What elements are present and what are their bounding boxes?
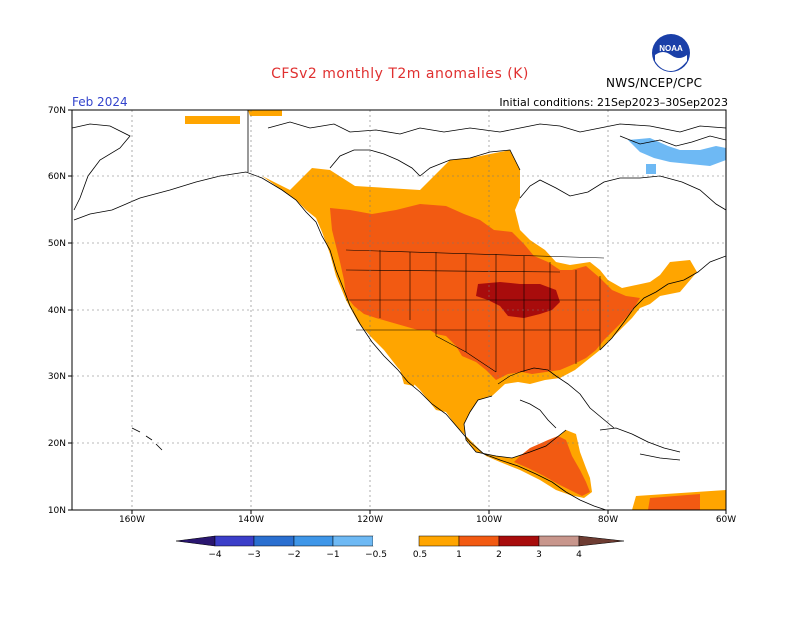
colorbar-tick-m3: −3 — [247, 550, 260, 560]
noaa-logo-text: NOAA — [659, 44, 683, 53]
valid-month-label: Feb 2024 — [72, 95, 128, 109]
colorbar-tick-m2: −2 — [287, 550, 300, 560]
initial-conditions-label: Initial conditions: 21Sep2023–30Sep2023 — [499, 96, 728, 109]
colorbar-swatch-m3-m2 — [253, 535, 295, 547]
colorbar-tick-m1: −1 — [326, 550, 339, 560]
anomaly-region-red-orange — [330, 204, 700, 510]
colorbar-swatch-m4-m3 — [214, 535, 255, 547]
colorbar-swatch-p2-p3 — [498, 535, 540, 547]
colorbar-tick-m4: −4 — [208, 550, 222, 560]
gridlines — [72, 110, 726, 510]
coastlines — [72, 110, 726, 510]
colorbar-swatch-neutral — [373, 536, 419, 546]
colorbar-swatch-p1-p2 — [458, 535, 500, 547]
lat-label-40n: 40N — [48, 306, 66, 316]
colorbar-swatch-p3-p4 — [538, 535, 580, 547]
state-borders — [345, 249, 605, 385]
lon-label-100w: 100W — [476, 515, 502, 525]
lat-label-60n: 60N — [48, 172, 66, 182]
colorbar-tick-m05: −0.5 — [365, 550, 387, 560]
lon-label-80w: 80W — [598, 515, 618, 525]
agency-label: NWS/NCEP/CPC — [606, 76, 703, 90]
lon-label-120w: 120W — [357, 515, 383, 525]
colorbar-swatch-m2-m1 — [293, 535, 334, 547]
lat-label-20n: 20N — [48, 439, 66, 449]
colorbar — [175, 535, 625, 547]
lat-label-10n: 10N — [48, 506, 66, 516]
colorbar-tick-p4: 4 — [576, 550, 582, 560]
noaa-logo: NOAA — [652, 34, 690, 72]
lat-label-30n: 30N — [48, 372, 66, 382]
colorbar-swatch-gt-p4 — [578, 535, 625, 547]
lon-label-140w: 140W — [238, 515, 264, 525]
lat-label-70n: 70N — [48, 106, 66, 116]
lon-label-60w: 60W — [716, 515, 736, 525]
colorbar-swatch-lt-m4 — [175, 535, 216, 547]
anomaly-region-blue — [628, 138, 726, 174]
lon-label-160w: 160W — [119, 515, 145, 525]
colorbar-tick-p05: 0.5 — [413, 550, 427, 560]
colorbar-tick-p3: 3 — [536, 550, 542, 560]
chart-title: CFSv2 monthly T2m anomalies (K) — [271, 66, 529, 82]
colorbar-swatch-m1-m05 — [332, 535, 374, 547]
lat-label-50n: 50N — [48, 239, 66, 249]
colorbar-swatch-p05-p1 — [418, 535, 460, 547]
colorbar-tick-p2: 2 — [496, 550, 502, 560]
colorbar-tick-p1: 1 — [456, 550, 462, 560]
